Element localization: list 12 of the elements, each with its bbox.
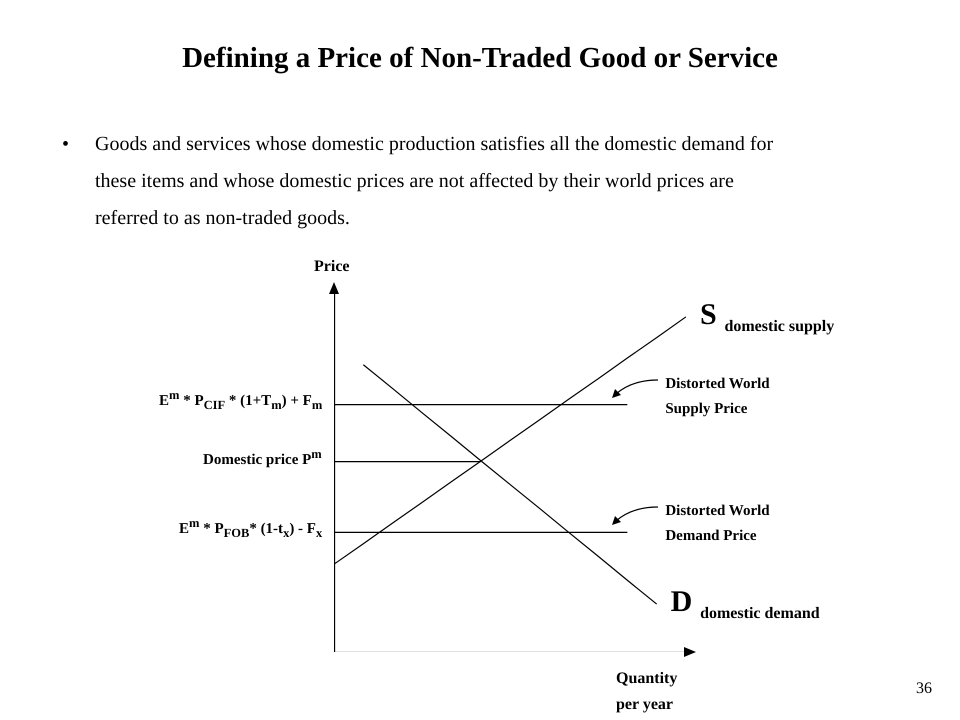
- series-label: S domestic supply: [700, 298, 834, 335]
- x-axis-title: Quantity per year: [616, 669, 678, 715]
- series-label: E$^{m}$ * P$_{FOB}$* (1-t$_{x}$) - F$_{x}$: [179, 516, 322, 541]
- annotation: Distorted World Demand Price: [665, 502, 771, 546]
- text: 36: [916, 680, 932, 698]
- text: • Goods and services whose domestic production satisfies all the domestic demand for these items and whose domestic prices are not affected by their world prices are referred to as non-traded goods.: [62, 133, 774, 229]
- series-label: D domestic demand: [670, 585, 820, 622]
- series-label: Domestic price P$^{m}$: [203, 446, 322, 469]
- annotation: Distorted World Supply Price: [665, 374, 771, 419]
- series-label: E$^{m}$ * P$_{CIF}$ * (1+T$_{m}$) + F$_{m}$: [159, 388, 322, 414]
- chart-title: Defining a Price of Non-Traded Good or Service: [181, 42, 779, 75]
- y-axis-title: Price: [314, 258, 350, 276]
